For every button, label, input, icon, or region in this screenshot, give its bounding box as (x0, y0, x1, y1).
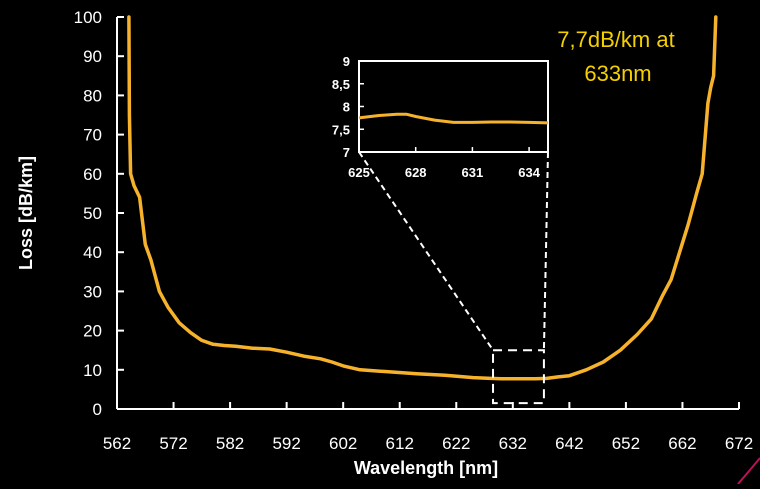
inset-x-tick-label: 628 (405, 165, 427, 180)
x-tick-label: 602 (329, 434, 357, 453)
annotation-line-2: 633nm (584, 61, 651, 86)
y-tick-label: 0 (93, 400, 102, 419)
x-tick-label: 592 (272, 434, 300, 453)
inset-chart: 7 7,5 8 8,5 9 625 628 631 634 (332, 54, 549, 180)
x-tick-label: 652 (612, 434, 640, 453)
inset-x-tick-label: 634 (518, 165, 540, 180)
main-axes (116, 16, 740, 410)
main-y-tick-labels: 0 10 20 30 40 50 60 70 80 90 100 (74, 8, 102, 419)
x-tick-label: 672 (725, 434, 753, 453)
x-tick-label: 562 (103, 434, 131, 453)
x-tick-label: 662 (668, 434, 696, 453)
inset-y-tick-label: 7 (343, 145, 350, 160)
x-tick-label: 632 (499, 434, 527, 453)
y-tick-label: 90 (83, 47, 102, 66)
y-axis-title: Loss [dB/km] (16, 156, 36, 270)
inset-loss-curve (358, 112, 549, 125)
y-tick-label: 60 (83, 165, 102, 184)
x-tick-label: 622 (442, 434, 470, 453)
inset-x-tick-label: 625 (348, 165, 370, 180)
x-tick-label: 612 (386, 434, 414, 453)
y-tick-label: 20 (83, 322, 102, 341)
y-tick-label: 10 (83, 361, 102, 380)
corner-swoosh (737, 457, 760, 485)
y-tick-label: 100 (74, 8, 102, 27)
inset-y-tick-label: 7,5 (332, 122, 350, 137)
x-tick-label: 582 (216, 434, 244, 453)
y-tick-label: 40 (83, 243, 102, 262)
main-x-tick-labels: 562 572 582 592 602 612 622 632 642 652 662 672 (103, 434, 753, 453)
inset-y-tick-label: 8 (343, 100, 350, 115)
x-axis-title: Wavelength [nm] (354, 458, 498, 478)
inset-y-tick-label: 8,5 (332, 77, 350, 92)
y-tick-label: 30 (83, 282, 102, 301)
y-tick-label: 80 (83, 86, 102, 105)
loss-curve (127, 15, 718, 381)
y-tick-label: 70 (83, 126, 102, 145)
annotation-line-1: 7,7dB/km at (557, 27, 674, 52)
zoom-box (492, 349, 545, 405)
zoom-connector-right (542, 151, 549, 351)
inset-y-tick-label: 9 (343, 54, 350, 69)
y-tick-label: 50 (83, 204, 102, 223)
inset-x-tick-label: 631 (462, 165, 484, 180)
x-tick-label: 642 (555, 434, 583, 453)
x-tick-label: 572 (159, 434, 187, 453)
inset-frame (358, 60, 549, 153)
zoom-indicators (358, 151, 549, 405)
